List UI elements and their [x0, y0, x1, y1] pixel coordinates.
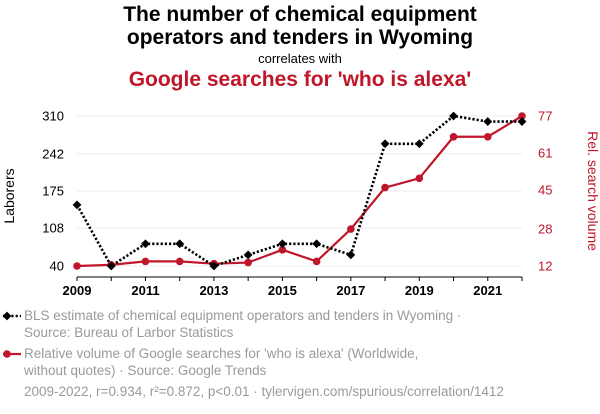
legend-series-1-line-2: Source: Bureau of Larbor Statistics [24, 325, 234, 340]
series-2-point [381, 183, 389, 192]
x-tick-label: 2017 [336, 283, 365, 298]
series-2-point [483, 132, 492, 141]
series-2-point [347, 225, 355, 233]
y-right-tick-label: 61 [538, 145, 552, 160]
series-1-point [449, 111, 458, 121]
legend-series-1-line-1: BLS estimate of chemical equipment opera… [24, 308, 462, 323]
series-2-point [312, 257, 321, 266]
x-tick-label: 2009 [63, 283, 92, 298]
legend-series-2: Relative volume of Google searches for '… [24, 345, 418, 379]
series-2-point [175, 257, 184, 266]
series-2-point [244, 258, 252, 267]
y-left-tick-label: 175 [42, 184, 64, 199]
y-right-tick-label: 45 [538, 182, 552, 197]
series-1-point [483, 117, 493, 126]
series-2-point [415, 174, 424, 183]
series-1-point [312, 239, 322, 249]
series-layer [72, 111, 527, 271]
legend-series-2-line-1: Relative volume of Google searches for '… [24, 346, 419, 361]
x-tick-label: 2021 [473, 283, 502, 298]
series-1-point [72, 200, 82, 210]
series-1-point [517, 117, 527, 126]
series-1-point [141, 239, 150, 249]
y-right-tick-label: 77 [538, 109, 552, 124]
chart-subtitle: correlates with [258, 51, 342, 66]
legend-markers [2, 311, 21, 358]
series-2-point [141, 257, 150, 266]
series-1-point [414, 139, 424, 149]
x-tick-label: 2013 [199, 283, 228, 298]
y-left-tick-label: 310 [42, 109, 64, 124]
x-tick-label: 2019 [405, 283, 434, 298]
series-1-point [243, 250, 253, 260]
series-2-point [449, 132, 458, 141]
series-1-line [75, 114, 522, 268]
chart-title-line-2: operators and tenders in Wyoming [126, 26, 474, 49]
series-2-point [73, 262, 81, 270]
series-2-line [76, 115, 523, 268]
footer-stats: 2009-2022, r=0.934, r²=0.872, p<0.01 · t… [24, 384, 504, 399]
series-1-point [346, 250, 356, 260]
legend-series-1: BLS estimate of chemical equipment opera… [24, 307, 461, 341]
y-axis-right-title: Rel. search volume [585, 131, 600, 251]
y-right-tick-label: 12 [538, 259, 552, 274]
x-tick-label: 2011 [131, 283, 159, 298]
series-2-point [278, 246, 287, 254]
y-left-tick-label: 242 [42, 146, 64, 161]
y-axis-left-title: Laborers [1, 168, 17, 223]
series-2-point [518, 112, 526, 120]
y-left-tick-label: 40 [50, 259, 64, 274]
series-1-point [380, 139, 390, 149]
x-axis: 2009 2011 2013 2015 2017 2019 2021 [63, 276, 523, 298]
chart-title-line-3: Google searches for 'who is alexa' [128, 68, 472, 91]
y-right-tick-label: 28 [538, 222, 552, 237]
series-1-point [106, 261, 116, 271]
y-axis-left: 40 108 175 242 310 Laborers [1, 109, 64, 274]
y-left-tick-label: 108 [42, 221, 64, 236]
legend-series-2-line-2: without quotes) · Source: Google Trends [24, 363, 267, 378]
legend-series-2-marker [3, 350, 11, 358]
chart-title-line-1: The number of chemical equipment [123, 3, 477, 26]
legend-series-1-marker [2, 311, 12, 321]
series-1-point [175, 239, 185, 249]
y-axis-right: 12 28 45 61 77 Rel. search volume [538, 109, 600, 274]
x-tick-label: 2015 [268, 283, 297, 298]
gridlines [77, 115, 522, 267]
series-1-point [209, 261, 219, 271]
series-1-point [277, 239, 287, 249]
